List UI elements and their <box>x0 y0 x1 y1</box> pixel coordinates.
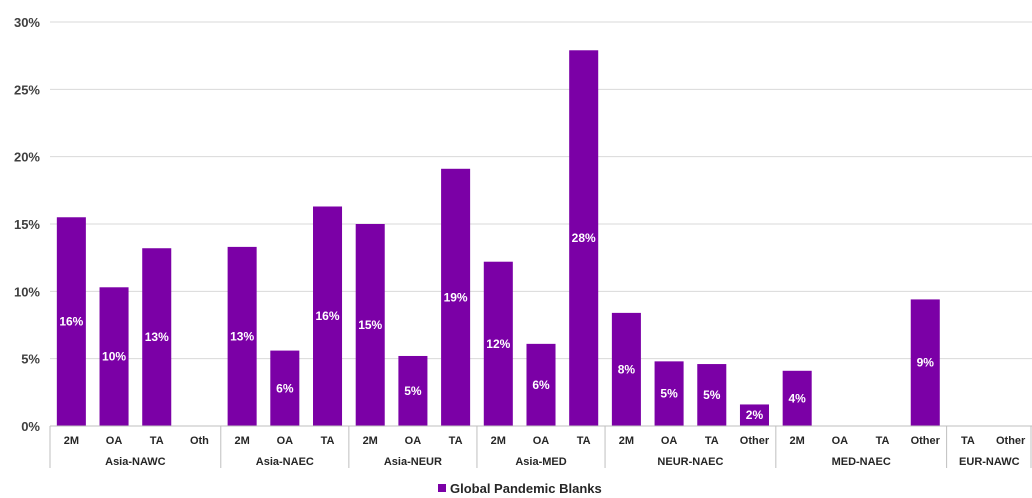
data-label: 13% <box>145 330 169 344</box>
x-tick-label: 2M <box>790 435 805 447</box>
x-tick-label: OA <box>661 435 678 447</box>
x-tick-label: TA <box>876 435 890 447</box>
legend-label: Global Pandemic Blanks <box>450 481 602 496</box>
bar <box>697 364 727 426</box>
bar <box>654 361 684 426</box>
x-tick-label: TA <box>150 435 164 447</box>
bar <box>355 224 385 426</box>
bar <box>441 168 471 426</box>
bar <box>739 404 769 426</box>
data-label: 8% <box>618 362 636 376</box>
bar <box>270 350 300 426</box>
x-tick-label: OA <box>533 435 550 447</box>
x-tick-label: TA <box>449 435 463 447</box>
x-tick-label: 2M <box>234 435 249 447</box>
x-group-label: Asia-NEUR <box>384 456 442 468</box>
x-tick-label: TA <box>705 435 719 447</box>
data-label: 6% <box>532 378 550 392</box>
bar <box>142 248 172 426</box>
data-label: 5% <box>703 388 721 402</box>
data-label: 4% <box>789 391 807 405</box>
bar <box>227 246 257 426</box>
bar <box>56 217 86 426</box>
legend: Global Pandemic Blanks <box>438 481 602 496</box>
x-tick-label: TA <box>961 435 975 447</box>
y-axis-ticks: 0% 5% 10% 15% 20% 25% 30% <box>14 15 40 434</box>
x-tick-label: 2M <box>64 435 79 447</box>
x-tick-label: OA <box>106 435 123 447</box>
bar <box>483 261 513 426</box>
x-tick-label: Other <box>740 435 770 447</box>
y-tick-label: 0% <box>21 419 40 434</box>
data-label: 16% <box>316 309 340 323</box>
data-label: 9% <box>917 356 935 370</box>
data-label: 15% <box>358 318 382 332</box>
x-tick-label: Other <box>911 435 941 447</box>
data-label: 5% <box>404 384 422 398</box>
bar <box>569 50 599 426</box>
y-tick-label: 15% <box>14 217 40 232</box>
bar <box>526 343 556 426</box>
data-label: 16% <box>59 315 83 329</box>
y-tick-label: 5% <box>21 352 40 367</box>
y-tick-label: 10% <box>14 284 40 299</box>
bar <box>99 287 129 426</box>
data-label: 12% <box>486 337 510 351</box>
x-group-label: EUR-NAWC <box>959 456 1020 468</box>
x-axis: 2M OA TA Oth 2M OA TA 2M OA TA 2M OA TA 2M OA TA Other 2M… <box>49 425 1032 468</box>
x-tick-label: TA <box>321 435 335 447</box>
y-tick-label: 20% <box>14 150 40 165</box>
x-tick-label: 2M <box>619 435 634 447</box>
legend-swatch <box>438 484 446 492</box>
bar <box>910 299 940 426</box>
x-tick-label: OA <box>405 435 422 447</box>
y-tick-label: 25% <box>14 82 40 97</box>
gridlines <box>50 21 1032 360</box>
bar <box>313 206 343 426</box>
data-label: 10% <box>102 350 126 364</box>
bar <box>611 312 641 426</box>
data-label: 2% <box>746 408 764 422</box>
x-group-label: NEUR-NAEC <box>657 456 723 468</box>
x-group-label: Asia-NAEC <box>256 456 314 468</box>
data-label: 6% <box>276 381 294 395</box>
data-label: 5% <box>660 387 678 401</box>
data-labels: 16% 10% 13% 13% 6% 16% 15% 5% 19% 12% 6% 28% 8% 5% 5% 2… <box>59 231 934 422</box>
x-tick-label: Other <box>996 435 1026 447</box>
bar <box>782 370 812 426</box>
x-group-label: Asia-NAWC <box>105 456 166 468</box>
bars <box>56 50 940 426</box>
x-group-label: Asia-MED <box>515 456 566 468</box>
x-tick-label: Oth <box>190 435 209 447</box>
x-group-label: MED-NAEC <box>832 456 891 468</box>
x-tick-label: OA <box>832 435 849 447</box>
data-label: 28% <box>572 231 596 245</box>
bar <box>398 355 428 426</box>
x-tick-label: OA <box>277 435 294 447</box>
x-tick-label: TA <box>577 435 591 447</box>
x-tick-label: 2M <box>491 435 506 447</box>
x-tick-label: 2M <box>363 435 378 447</box>
data-label: 13% <box>230 329 254 343</box>
y-tick-label: 30% <box>14 15 40 30</box>
data-label: 19% <box>444 290 468 304</box>
